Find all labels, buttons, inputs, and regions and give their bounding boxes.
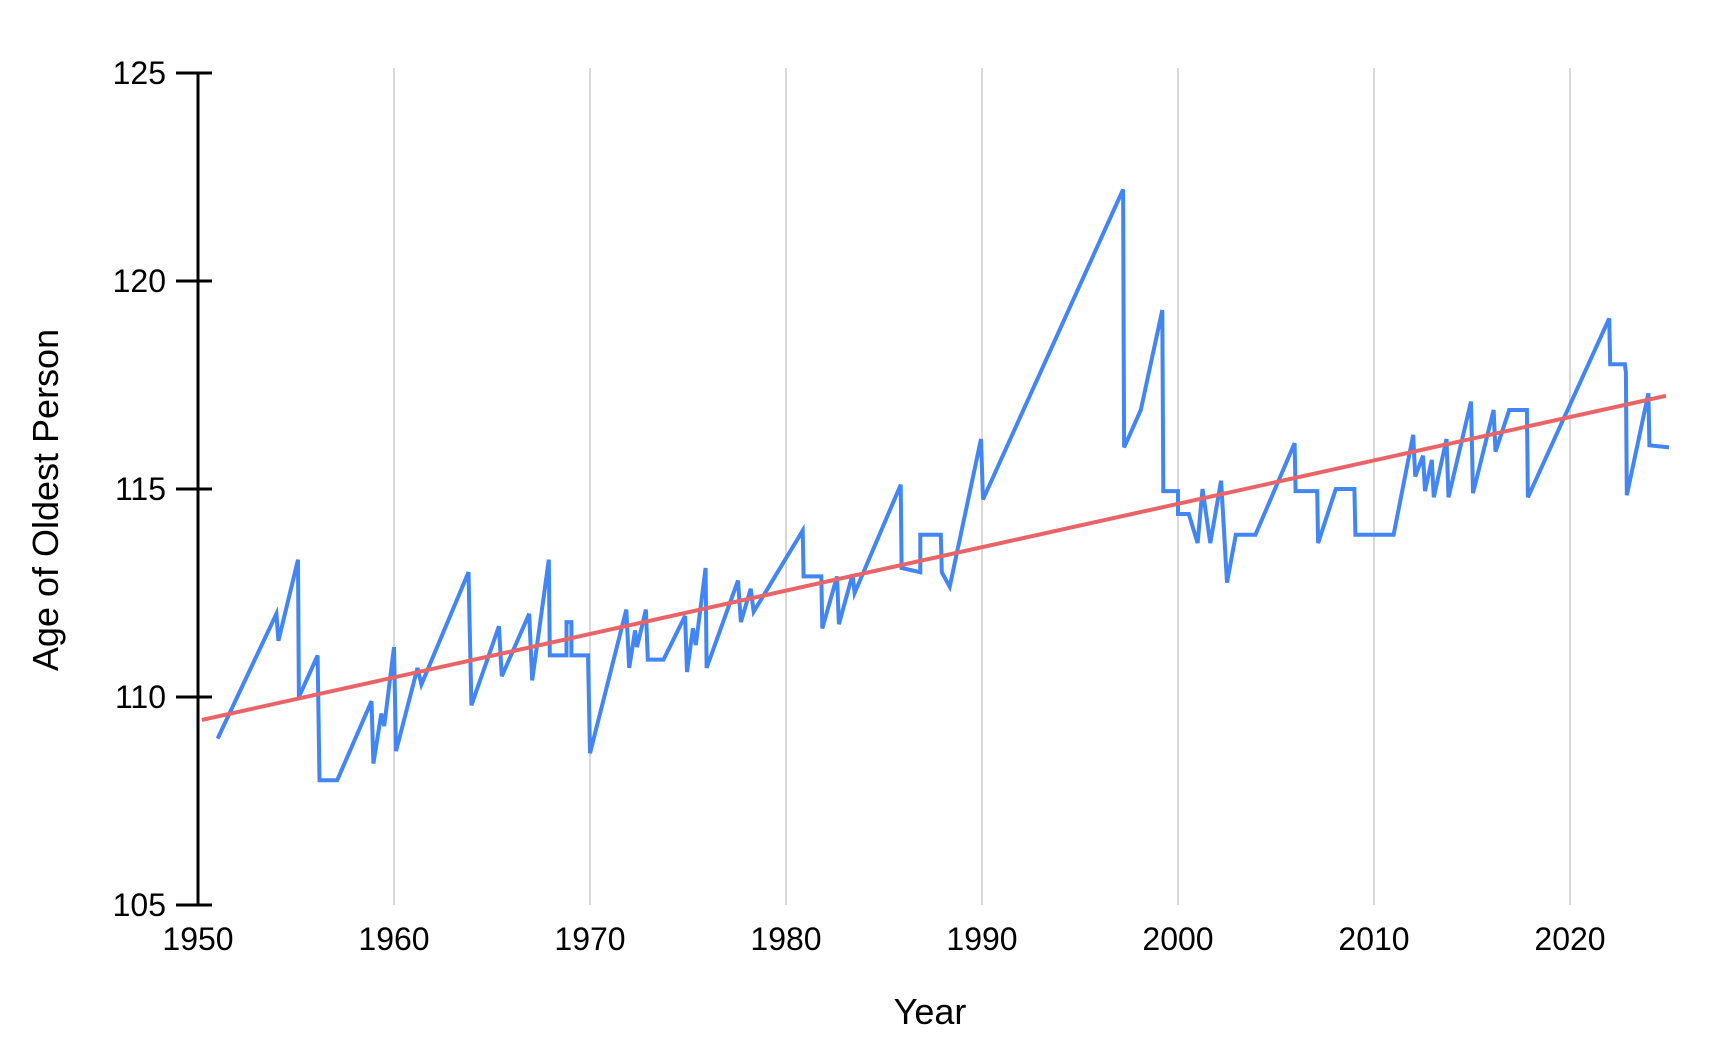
y-axis-ticks <box>176 71 212 907</box>
trend-line <box>201 393 1667 722</box>
x-axis-title: Year <box>894 991 967 1032</box>
y-tick-label-105: 105 <box>113 887 166 923</box>
x-tick-label-2010: 2010 <box>1338 921 1409 957</box>
y-axis: 105 110 115 120 125 <box>113 55 212 923</box>
x-tick-label-2020: 2020 <box>1534 921 1605 957</box>
x-tick-label-1990: 1990 <box>946 921 1017 957</box>
x-tick-label-1960: 1960 <box>358 921 429 957</box>
y-axis-tick-labels: 105 110 115 120 125 <box>113 55 166 923</box>
decade-gridlines <box>393 68 1571 905</box>
oldest-person-age-line <box>215 188 1670 783</box>
y-tick-label-125: 125 <box>113 55 166 91</box>
y-tick-label-120: 120 <box>113 263 166 299</box>
x-tick-label-1970: 1970 <box>554 921 625 957</box>
x-tick-label-1980: 1980 <box>750 921 821 957</box>
x-tick-label-2000: 2000 <box>1142 921 1213 957</box>
y-tick-label-110: 110 <box>115 679 166 715</box>
x-tick-label-1950: 1950 <box>162 921 233 957</box>
y-axis-title: Age of Oldest Person <box>25 329 66 671</box>
x-axis-tick-labels: 1950 1960 1970 1980 1990 2000 2010 2020 <box>162 921 1605 957</box>
y-tick-label-115: 115 <box>115 471 166 507</box>
